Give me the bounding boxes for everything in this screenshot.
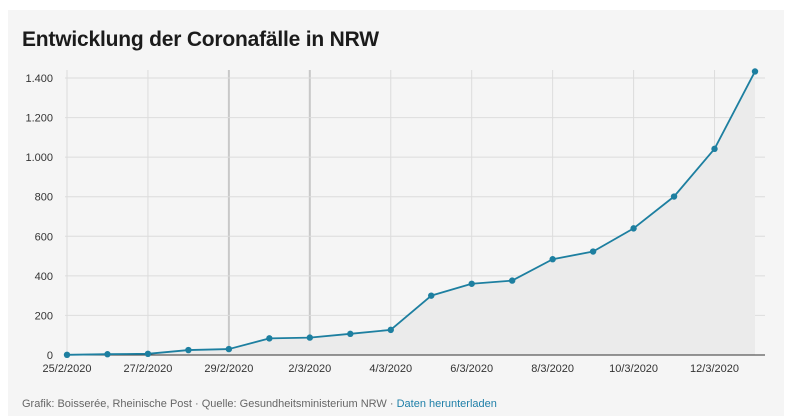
data-point — [347, 330, 354, 338]
data-point — [306, 334, 314, 341]
data-point — [508, 277, 516, 284]
data-point — [711, 145, 718, 153]
y-tick-label: 1.200 — [25, 113, 53, 125]
x-tick-label: 8/3/2020 — [531, 363, 574, 375]
chart-footer: Grafik: Boisserée, Rheinische Post · Que… — [22, 398, 497, 410]
x-tick-label: 27/2/2020 — [123, 363, 172, 375]
series-area — [67, 71, 755, 356]
y-tick-label: 1.400 — [25, 73, 53, 85]
x-tick-label: 25/2/2020 — [43, 363, 92, 375]
chart-title: Entwicklung der Coronafälle in NRW — [22, 28, 379, 51]
chart-card: Entwicklung der Coronafälle in NRW 0 200 4… — [8, 10, 784, 416]
x-tick-label: 12/3/2020 — [690, 363, 739, 375]
x-tick-label: 29/2/2020 — [204, 363, 253, 375]
download-data-link[interactable]: Daten herunterladen — [396, 398, 497, 410]
y-tick-label: 0 — [47, 350, 53, 362]
y-tick-label: 600 — [35, 231, 53, 243]
data-point — [428, 292, 435, 299]
data-point — [468, 280, 475, 287]
data-point — [387, 326, 394, 334]
data-point — [589, 248, 597, 255]
y-tick-label: 200 — [35, 310, 53, 322]
y-tick-label: 800 — [35, 192, 53, 204]
y-tick-label: 1.000 — [25, 152, 53, 164]
y-tick-label: 400 — [35, 271, 53, 283]
data-point — [266, 335, 273, 342]
source-credit: Grafik: Boisserée, Rheinische Post · Que… — [22, 398, 387, 410]
data-point — [549, 256, 556, 263]
data-point — [225, 345, 233, 353]
series-line — [66, 71, 756, 356]
data-point — [185, 346, 192, 354]
data-point — [144, 350, 152, 358]
x-tick-label: 4/3/2020 — [369, 363, 412, 375]
area-chart: 0 200 400 600 800 1.000 1.200 1.400 25/2/2020 27/… — [25, 68, 765, 375]
x-tick-label: 10/3/2020 — [609, 363, 658, 375]
x-tick-label: 2/3/2020 — [288, 363, 331, 375]
x-tick-label: 6/3/2020 — [450, 363, 493, 375]
data-point — [630, 225, 637, 232]
footer-separator: · — [389, 398, 394, 410]
data-point — [104, 351, 111, 358]
data-point — [670, 193, 678, 200]
data-point — [751, 68, 759, 75]
data-point — [63, 351, 71, 359]
